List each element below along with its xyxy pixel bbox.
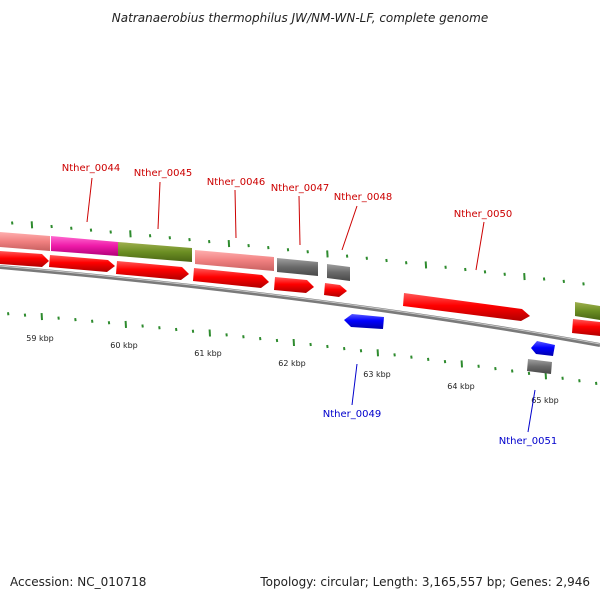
gene-arrow[interactable] — [116, 261, 189, 280]
gene-label[interactable]: Nther_0045 — [134, 168, 192, 179]
gene-arrow[interactable] — [572, 319, 600, 336]
label-leader — [86, 177, 93, 223]
gene-label[interactable]: Nther_0046 — [207, 177, 265, 188]
feature-block[interactable] — [51, 236, 118, 256]
gene-arrow[interactable] — [193, 268, 269, 288]
gene-arrow[interactable] — [531, 341, 555, 356]
gene-label[interactable]: Nther_0050 — [454, 209, 512, 220]
accession-text: Accession: NC_010718 — [10, 575, 146, 589]
gene-label[interactable]: Nther_0047 — [271, 183, 329, 194]
label-leader — [298, 195, 301, 246]
feature-block[interactable] — [527, 359, 552, 374]
gene-arrow[interactable] — [344, 314, 384, 329]
gene-arrow[interactable] — [403, 293, 530, 321]
feature-block[interactable] — [277, 258, 318, 276]
label-leader — [157, 181, 161, 230]
feature-block[interactable] — [327, 264, 350, 281]
kbp-label: 65 kbp — [531, 396, 559, 405]
kbp-label: 63 kbp — [363, 370, 391, 379]
label-leader — [475, 221, 485, 271]
gene-label[interactable]: Nther_0044 — [62, 163, 120, 174]
gene-arrow[interactable] — [0, 251, 49, 267]
label-leader — [341, 205, 358, 251]
label-leader — [234, 189, 237, 239]
page-title: Natranaerobius thermophilus JW/NM-WN-LF,… — [112, 11, 488, 25]
gene-arrow[interactable] — [49, 255, 115, 272]
kbp-label: 61 kbp — [194, 349, 222, 358]
feature-block[interactable] — [118, 242, 192, 262]
feature-block[interactable] — [0, 232, 50, 251]
genome-backbone — [0, 265, 600, 347]
kbp-label: 60 kbp — [110, 341, 138, 350]
gene-arrow[interactable] — [324, 283, 347, 297]
kbp-label: 64 kbp — [447, 382, 475, 391]
genome-summary-text: Topology: circular; Length: 3,165,557 bp… — [259, 575, 590, 589]
gene-arrow[interactable] — [274, 277, 314, 293]
kbp-label: 62 kbp — [278, 359, 306, 368]
gene-label[interactable]: Nther_0049 — [323, 409, 381, 420]
outer-tick-track — [11, 221, 585, 286]
label-leader — [527, 389, 536, 433]
label-leader — [351, 363, 358, 406]
feature-block[interactable] — [195, 250, 274, 271]
feature-block[interactable] — [575, 302, 600, 320]
inner-tick-track — [7, 312, 598, 386]
kbp-label: 59 kbp — [26, 334, 54, 343]
gene-label[interactable]: Nther_0051 — [499, 436, 557, 447]
genome-backbone-highlight — [0, 265, 600, 345]
gene-label[interactable]: Nther_0048 — [334, 192, 392, 203]
